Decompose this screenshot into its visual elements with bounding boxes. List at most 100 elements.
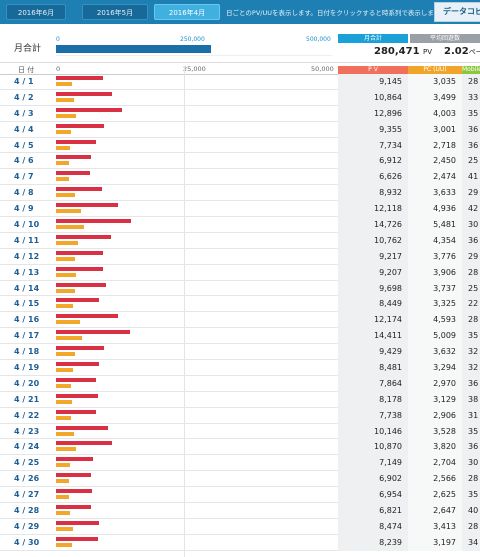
pv-bar [56,425,108,430]
table-row: 4 / 26 6,902 2,566 28 [0,471,480,488]
pv-value: 6,821 [338,503,408,519]
tab-2016-05[interactable]: 2016年5月 [82,4,148,20]
pc-uu-bar [56,145,70,150]
date-link[interactable]: 4 / 28 [14,506,40,516]
mobile-uu-value: 29 [462,248,480,265]
scale-tick: 250,000 [180,36,205,43]
table-row: 4 / 15 8,449 3,325 22 [0,296,480,313]
date-link[interactable]: 4 / 19 [14,363,40,373]
pv-bar [56,473,92,478]
pc-uu-value: 2,718 [408,137,462,154]
table-row: 4 / 21 8,178 3,129 38 [0,391,480,408]
date-link[interactable]: 4 / 26 [14,474,40,484]
table-row: 4 / 5 7,734 2,718 36 [0,137,480,154]
table-row: 4 / 2 10,864 3,499 33 [0,89,480,106]
pv-bar [56,457,93,462]
pc-uu-bar [56,383,72,388]
mobile-uu-value: 41 [462,169,480,186]
date-link[interactable]: 4 / 15 [14,299,40,309]
table-row: 4 / 11 10,762 4,354 36 [0,232,480,249]
date-link[interactable]: 4 / 20 [14,378,40,388]
date-link[interactable]: 4 / 13 [14,267,40,277]
pv-bar [56,219,132,224]
tab-2016-06[interactable]: 2016年6月 [6,4,66,20]
data-copy-button[interactable]: データコピー [434,2,480,22]
monthly-total-value: 280,471 PV [374,46,433,57]
mobile-uu-column-header: Mobile (UU) [462,66,480,74]
mobile-uu-value: 28 [462,264,480,281]
pv-bar [56,346,105,351]
table-row: 4 / 7 6,626 2,474 41 [0,169,480,186]
mobile-uu-value: 28 [462,518,480,535]
table-row: 4 / 29 8,474 3,413 28 [0,518,480,535]
date-link[interactable]: 4 / 16 [14,315,40,325]
pc-uu-bar [56,495,70,500]
pc-uu-bar [56,431,75,436]
pc-uu-value: 2,450 [408,153,462,170]
table-row: 4 / 8 8,932 3,633 29 [0,185,480,202]
date-link[interactable]: 4 / 8 [14,188,34,198]
pv-value: 7,738 [338,407,408,424]
date-link[interactable]: 4 / 25 [14,458,40,468]
date-link[interactable]: 4 / 22 [14,410,40,420]
date-link[interactable]: 4 / 11 [14,235,40,245]
mobile-uu-value: 28 [462,74,480,90]
table-row: 4 / 6 6,912 2,450 25 [0,153,480,170]
date-column-header: 日 付 [18,66,35,74]
pc-uu-bar [56,352,75,357]
date-link[interactable]: 4 / 24 [14,442,40,452]
date-link[interactable]: 4 / 9 [14,204,34,214]
date-link[interactable]: 4 / 23 [14,426,40,436]
pv-bar [56,282,106,287]
pv-bar [56,377,97,382]
date-link[interactable]: 4 / 3 [14,108,34,118]
mobile-uu-value: 35 [462,328,480,345]
date-link[interactable]: 4 / 12 [14,251,40,261]
pc-uu-value: 3,294 [408,360,462,376]
date-link[interactable]: 4 / 10 [14,220,40,230]
date-link[interactable]: 4 / 7 [14,172,34,182]
date-link[interactable]: 4 / 18 [14,347,40,357]
mobile-uu-value: 35 [462,105,480,122]
pv-bar [56,362,100,367]
axis-tick: 50,000 [311,65,334,73]
table-row: 4 / 30 8,239 3,197 34 [0,534,480,551]
table-row: 4 / 10 14,726 5,481 30 [0,217,480,233]
table-row: 4 / 9 12,118 4,936 42 [0,201,480,218]
date-link[interactable]: 4 / 1 [14,77,34,86]
date-link[interactable]: 4 / 17 [14,331,40,341]
pv-value: 9,217 [338,248,408,265]
pv-bar [56,536,99,541]
tab-2016-04[interactable]: 2016年4月 [154,4,220,20]
pv-bar [56,155,92,160]
date-link[interactable]: 4 / 30 [14,537,40,547]
mobile-uu-value: 36 [462,121,480,138]
date-link[interactable]: 4 / 5 [14,140,34,150]
scale-tick: 0 [56,36,60,43]
date-link[interactable]: 4 / 21 [14,394,40,404]
pc-uu-value: 2,906 [408,407,462,424]
date-link[interactable]: 4 / 6 [14,156,34,166]
pv-value: 8,474 [338,518,408,535]
pv-value: 9,145 [338,74,408,90]
pc-uu-bar [56,225,85,230]
pv-value: 9,698 [338,280,408,297]
date-link[interactable]: 4 / 14 [14,283,40,293]
pc-uu-value: 3,035 [408,74,462,90]
pc-uu-bar [56,97,74,102]
date-link[interactable]: 4 / 2 [14,92,34,102]
date-link[interactable]: 4 / 4 [14,124,34,134]
date-link[interactable]: 4 / 29 [14,521,40,531]
pc-uu-bar [56,447,76,452]
date-link[interactable]: 4 / 27 [14,490,40,500]
pc-uu-bar [56,161,69,166]
mobile-uu-value: 22 [462,296,480,313]
mobile-uu-value: 38 [462,391,480,408]
pc-uu-bar [56,304,74,309]
pc-uu-bar [56,511,70,516]
pv-bar [56,203,119,208]
mobile-uu-value: 29 [462,185,480,202]
pc-uu-value: 4,593 [408,312,462,329]
mobile-uu-value: 34 [462,534,480,551]
table-row: 4 / 27 6,954 2,625 35 [0,487,480,504]
